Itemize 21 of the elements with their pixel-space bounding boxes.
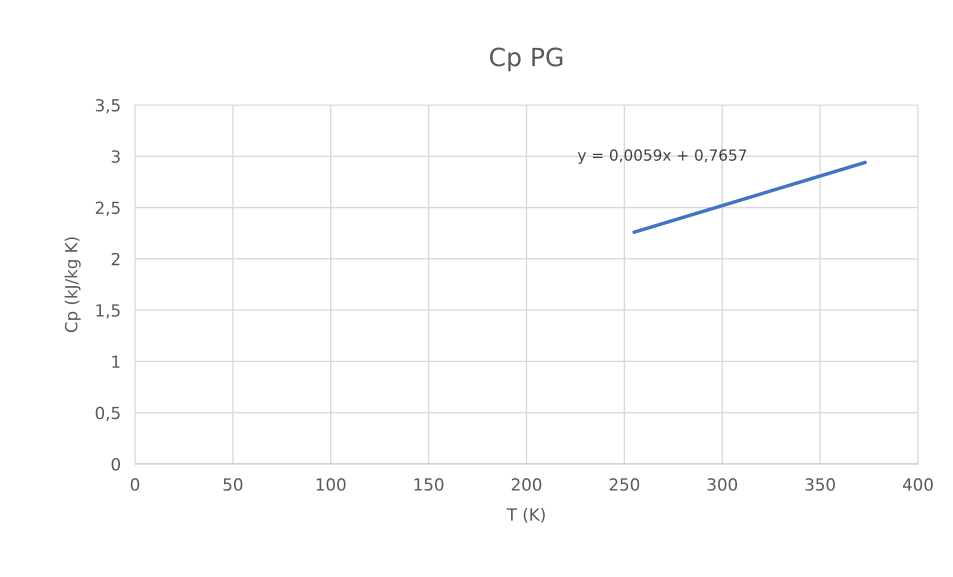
y-tick-label: 2 [112,252,120,266]
y-tick-label: 1 [112,356,120,368]
y-tick-label: 3 [112,150,120,163]
y-tick-label: 2,5 [96,202,120,216]
y-tick-label: 0 [112,458,120,471]
x-tick-label: 350 [805,478,835,491]
x-tick-label: 300 [708,478,738,491]
x-tick-label: 150 [414,478,444,491]
x-tick-label: 50 [224,478,242,491]
x-tick-label: 0 [130,478,140,491]
x-tick-label: 200 [512,478,542,491]
y-tick-label: 3,5 [96,98,120,114]
x-tick-label: 100 [316,478,346,491]
x-tick-label: 250 [610,478,640,491]
y-tick-label: 0,5 [96,406,120,421]
y-axis-title: Cp (kJ/kg K) [64,237,81,332]
y-tick-label: 1,5 [96,304,120,318]
x-tick-label: 400 [902,478,933,491]
annotation: y = 0,0059x + 0,7657 [578,149,746,164]
chart-title: Cp PG [490,48,562,72]
x-axis-title: T (K) [506,508,545,523]
